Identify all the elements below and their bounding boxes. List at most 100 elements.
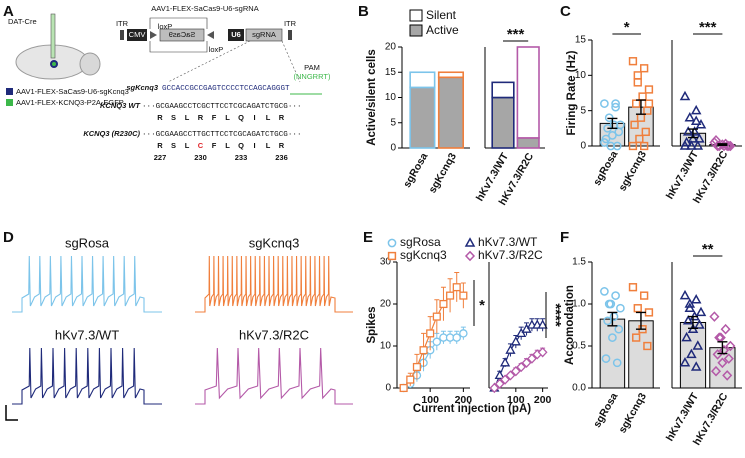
series-line [403,286,464,389]
point [694,319,705,329]
itr-label: ITR [284,19,297,28]
error-bar [635,99,646,115]
y-tick-label: 0 [580,141,586,152]
point [717,357,728,369]
x-tick-label: 100 [507,394,525,406]
error-bar [717,341,728,355]
x-tick-label: 100 [421,394,439,406]
legend-swatch [6,88,13,95]
point [494,378,505,389]
point [606,299,616,309]
y-tick-label: 20 [380,299,392,310]
legend-label: Silent [426,8,457,22]
point [633,71,642,80]
point [537,347,548,358]
point [690,294,702,304]
point [695,306,707,317]
point [687,133,699,143]
voltage-trace [195,255,353,313]
bar-segment [491,81,515,99]
point [600,138,609,147]
x-tick-label: sgRosa [591,149,620,188]
sg-seq: GCCACCGCCGAGTCCCCTCCAGCAGGGT [162,85,290,93]
panel-a: DAT-Cre ITR CMV loxP SaCas9 loxP U6 sgRN… [8,4,331,139]
point [635,134,644,144]
x-tick-label: sgKcnq3 [426,151,459,196]
point [632,333,641,342]
point [710,135,722,146]
point [692,340,704,350]
point [505,344,516,354]
point [644,85,654,94]
residue-number: 227 [154,153,167,162]
wt-aa: I [253,113,255,122]
point [682,126,694,136]
point [510,366,521,377]
point [644,308,654,317]
mut-aa: S [171,141,176,150]
wt-aa: L [225,113,230,122]
point [644,99,654,108]
y-tick-label: 10 [380,341,392,352]
trace-label: hKv7.3/WT [55,327,119,342]
pam-seq: (NNGRRT) [294,72,331,81]
residue-number: 230 [194,153,207,162]
point [628,283,638,292]
wt-aa: Q [238,113,244,122]
point [500,374,510,385]
lox-link [149,17,208,53]
x-tick-label: sgRosa [401,151,430,190]
panel-label: C [560,3,571,20]
wt-aa: R [157,113,163,122]
significance: *** [699,19,717,36]
point [608,333,617,342]
legend-swatch [409,9,423,22]
x-tick-label: sgRosa [591,391,620,430]
bar-segment [437,76,465,149]
bar-segment [437,71,465,79]
point [614,324,624,334]
trace-label: hKv7.3/R2C [239,327,309,342]
point [694,133,705,143]
panel-label: F [560,229,569,246]
legend-label: sgKcnq3 [400,248,447,262]
u6-box [228,29,244,41]
point [612,358,622,368]
point [604,113,614,123]
point [718,344,730,356]
y-tick-label: 0 [385,383,391,394]
mut-aa: C [198,141,204,150]
bar-segment [491,96,515,149]
point [638,92,647,101]
significance: * [479,297,485,314]
mut-aa: L [266,141,271,150]
legend-label: sgRosa [400,235,441,249]
voltage-trace [12,347,162,405]
point [725,340,736,352]
sgrna-box [245,28,283,42]
point [679,289,691,300]
significance: *** [507,26,525,43]
point [489,382,500,394]
point [690,104,702,115]
x-tick-label: 200 [455,394,473,406]
error-bar [688,128,698,139]
point [640,64,649,73]
point [723,353,734,364]
point [630,120,639,129]
itr-box [288,30,292,40]
point [641,127,650,137]
mouse-label: DAT-Cre [8,17,37,26]
point [426,329,435,338]
point [628,141,638,151]
legend-swatch [409,24,423,37]
point [684,111,696,122]
point [611,99,620,108]
point [510,336,521,346]
panel-label: E [363,229,373,246]
y-axis-title: Firing Rate (Hz) [566,50,578,135]
bar [628,320,654,389]
y-axis-title: Active/silent cells [366,49,378,146]
point [709,311,720,322]
